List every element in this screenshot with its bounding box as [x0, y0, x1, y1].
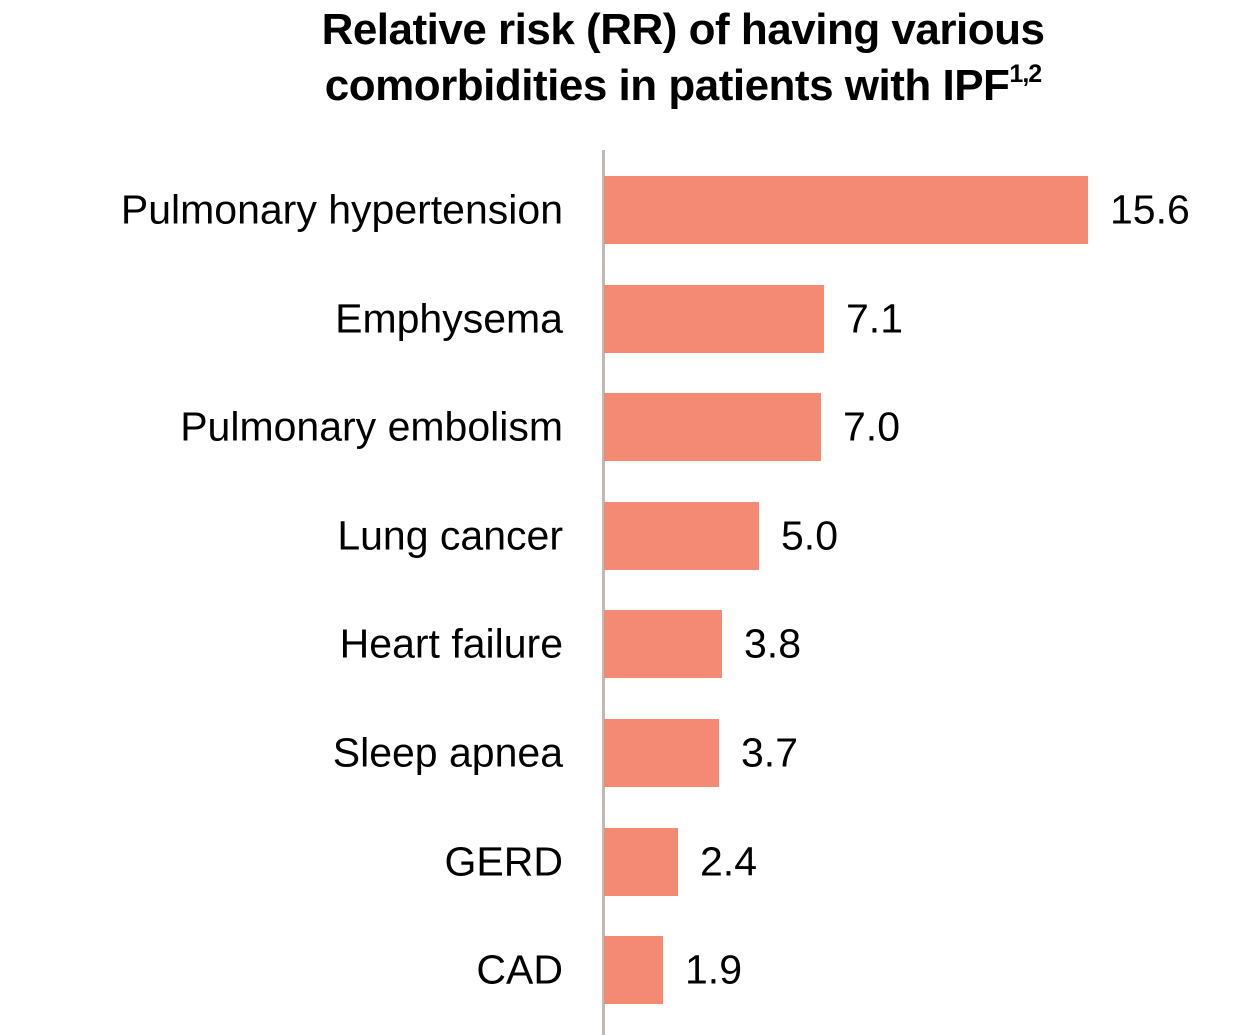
category-label: Heart failure [339, 620, 563, 667]
category-label: Pulmonary hypertension [120, 186, 563, 233]
bar-row: Pulmonary hypertension 15.6 [0, 176, 1244, 244]
bar [604, 828, 678, 896]
category-label: CAD [476, 946, 563, 993]
chart-title-superscript: 1,2 [1009, 60, 1042, 88]
value-label: 3.8 [744, 620, 801, 667]
chart-title-line2: comorbidities in patients with IPF1,2 [322, 58, 1045, 120]
value-label: 2.4 [700, 838, 757, 885]
value-label: 3.7 [741, 729, 798, 776]
value-label: 1.9 [685, 946, 742, 993]
value-label: 5.0 [781, 512, 838, 559]
chart-title: Relative risk (RR) of having various com… [322, 2, 1045, 120]
value-label: 7.0 [843, 403, 900, 450]
category-label: Lung cancer [337, 512, 563, 559]
bar [604, 610, 722, 678]
category-label: Emphysema [335, 295, 563, 342]
bar-row: Emphysema 7.1 [0, 285, 1244, 353]
value-label: 15.6 [1110, 186, 1190, 233]
bar [604, 936, 663, 1004]
category-label: Pulmonary embolism [180, 403, 563, 450]
bar [604, 719, 719, 787]
chart-title-line2-text: comorbidities in patients with IPF [324, 61, 1010, 110]
y-axis-line [602, 150, 605, 1035]
bar-row: Pulmonary embolism 7.0 [0, 393, 1244, 461]
value-label: 7.1 [846, 295, 903, 342]
bar [604, 285, 824, 353]
bar-row: Heart failure 3.8 [0, 610, 1244, 678]
chart-title-line1: Relative risk (RR) of having various [321, 5, 1045, 54]
bar-row: Sleep apnea 3.7 [0, 719, 1244, 787]
bar-row: GERD 2.4 [0, 828, 1244, 896]
category-label: GERD [444, 838, 563, 885]
bar-row: CAD 1.9 [0, 936, 1244, 1004]
bar [604, 176, 1088, 244]
bar-row: Lung cancer 5.0 [0, 502, 1244, 570]
bar [604, 502, 759, 570]
category-label: Sleep apnea [332, 729, 563, 776]
bar [604, 393, 821, 461]
